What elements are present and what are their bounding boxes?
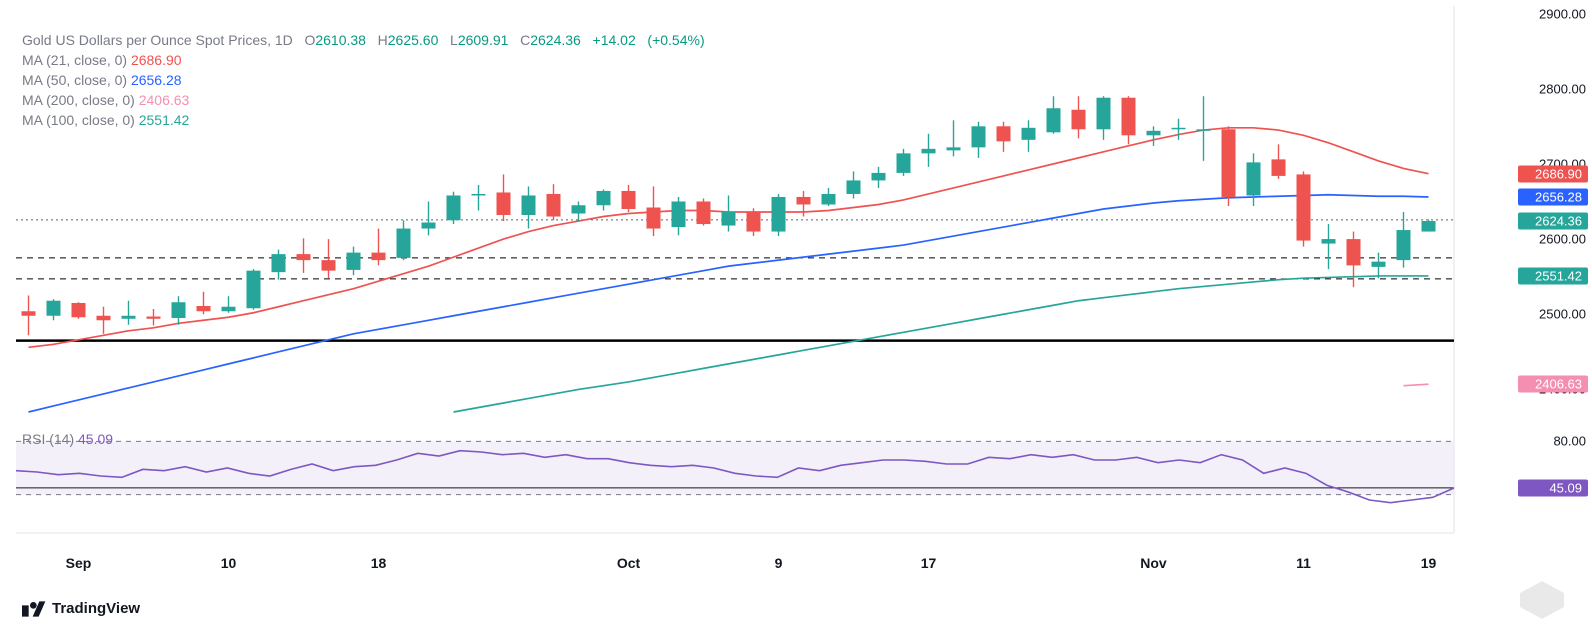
x-axis-label: Nov — [1140, 555, 1166, 571]
chart-svg[interactable] — [0, 0, 1592, 625]
price-flag: 2686.90 — [1518, 165, 1588, 182]
x-axis-label: Sep — [66, 555, 92, 571]
x-axis-label: 11 — [1296, 555, 1311, 571]
chart-container[interactable]: Gold US Dollars per Ounce Spot Prices, 1… — [0, 0, 1592, 625]
y-axis-label: 2600.00 — [1539, 232, 1586, 247]
price-flag: 2624.36 — [1518, 212, 1588, 229]
rsi-axis-label: 80.00 — [1553, 434, 1586, 449]
x-axis-label: 10 — [221, 555, 237, 571]
x-axis-label: 17 — [921, 555, 937, 571]
y-axis-label: 2800.00 — [1539, 81, 1586, 96]
x-axis-label: 18 — [371, 555, 387, 571]
tradingview-logo: TradingView — [22, 600, 140, 617]
watermark-icon — [1520, 581, 1564, 619]
rsi-legend: RSI (14) 45.09 — [22, 431, 113, 447]
y-axis-label: 2500.00 — [1539, 307, 1586, 322]
x-axis-label: 9 — [775, 555, 783, 571]
price-flag: 2551.42 — [1518, 267, 1588, 284]
price-flag: 2656.28 — [1518, 188, 1588, 205]
x-axis-label: Oct — [617, 555, 640, 571]
x-axis-label: 19 — [1421, 555, 1437, 571]
y-axis-label: 2900.00 — [1539, 6, 1586, 21]
price-flag: 2406.63 — [1518, 376, 1588, 393]
rsi-value-flag: 45.09 — [1518, 479, 1588, 496]
